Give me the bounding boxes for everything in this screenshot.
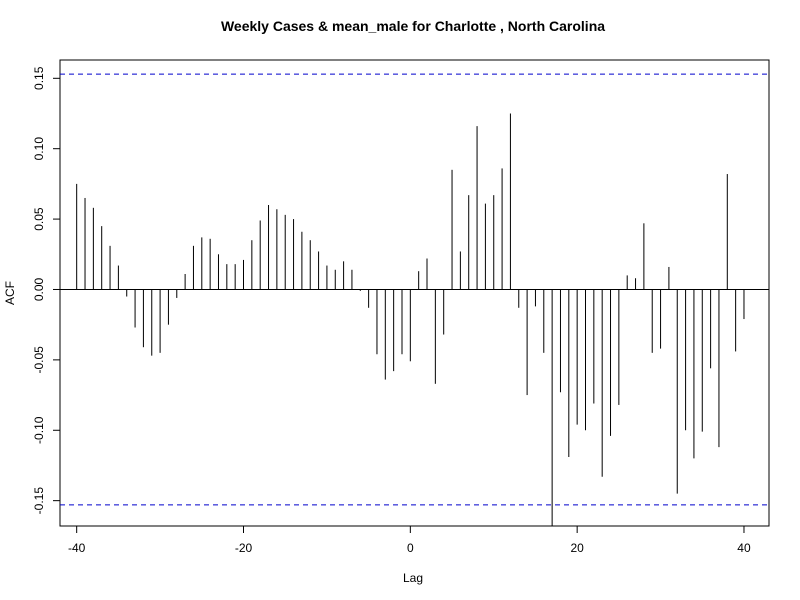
y-tick-label: 0.00 [32, 277, 46, 301]
y-tick-label: 0.05 [32, 207, 46, 231]
y-axis-label: ACF [3, 281, 17, 305]
x-tick-label: 40 [737, 541, 751, 555]
confidence-bounds [60, 73, 769, 506]
y-tick-label: -0.05 [32, 346, 46, 374]
y-tick-label: 0.10 [32, 137, 46, 161]
y-tick-label: -0.10 [32, 416, 46, 444]
y-tick-label: 0.15 [32, 66, 46, 90]
x-axis-label: Lag [403, 571, 423, 585]
acf-stems [76, 113, 745, 526]
y-axis: -0.15 -0.10 -0.05 0.00 0.05 0.10 0.15 [32, 66, 60, 514]
x-tick-label: 0 [407, 541, 414, 555]
x-tick-label: -40 [68, 541, 86, 555]
chart-title: Weekly Cases & mean_male for Charlotte ,… [221, 18, 605, 34]
x-axis: -40 -20 0 20 40 [68, 526, 751, 555]
x-tick-label: -20 [235, 541, 253, 555]
plot-frame [59, 59, 770, 527]
x-tick-label: 20 [570, 541, 584, 555]
y-tick-label: -0.15 [32, 487, 46, 515]
